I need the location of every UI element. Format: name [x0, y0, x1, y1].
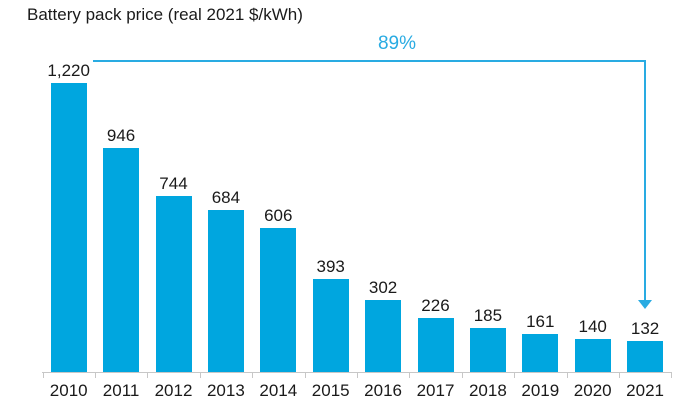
- x-axis-tick: [514, 372, 516, 378]
- x-tick-label-2012: 2012: [154, 381, 193, 400]
- value-label-2012: 744: [159, 174, 188, 193]
- x-tick-label-2016: 2016: [364, 381, 402, 400]
- x-axis-tick: [618, 372, 620, 378]
- x-axis-tick: [461, 372, 463, 378]
- value-label-2015: 393: [316, 257, 345, 276]
- x-axis-line: [42, 372, 671, 373]
- x-axis-tick: [199, 372, 201, 378]
- bar-2017: [417, 318, 454, 372]
- x-axis-tick: [304, 372, 306, 378]
- x-axis-tick: [94, 372, 96, 378]
- bar-2011: [103, 148, 140, 372]
- value-label-2011: 946: [106, 126, 136, 145]
- annotation-line-vertical: [644, 60, 646, 301]
- bar-2015: [312, 279, 349, 372]
- x-tick-label-2020: 2020: [573, 381, 612, 400]
- bar-2018: [469, 328, 506, 372]
- x-tick-label-2013: 2013: [206, 381, 245, 400]
- x-tick-label-2018: 2018: [468, 381, 507, 400]
- x-axis-tick: [252, 372, 254, 378]
- value-label-2014: 606: [264, 206, 293, 225]
- bar-2013: [207, 210, 244, 372]
- x-tick-label-2019: 2019: [521, 381, 560, 400]
- x-axis-tick: [356, 372, 358, 378]
- bar-2012: [155, 196, 192, 372]
- x-tick-label-2017: 2017: [416, 381, 455, 400]
- value-label-2013: 684: [211, 188, 241, 207]
- bar-2010: [50, 83, 87, 372]
- bar-2021: [627, 341, 664, 372]
- x-axis-tick: [42, 372, 44, 378]
- arrow-down-icon: [638, 300, 652, 309]
- bar-2020: [574, 339, 611, 372]
- x-axis-tick: [671, 372, 673, 378]
- value-label-2018: 185: [473, 306, 503, 325]
- annotation-line-horizontal: [93, 60, 646, 62]
- value-label-2020: 140: [578, 317, 607, 336]
- value-label-2019: 161: [526, 312, 555, 331]
- value-label-2021: 132: [630, 319, 660, 338]
- decline-percent-label: 89%: [377, 33, 417, 54]
- value-label-2017: 226: [421, 296, 450, 315]
- x-tick-label-2021: 2021: [626, 381, 664, 400]
- x-tick-label-2015: 2015: [311, 381, 350, 400]
- x-axis-tick: [409, 372, 411, 378]
- x-tick-label-2014: 2014: [259, 381, 298, 400]
- bar-2019: [522, 334, 559, 372]
- chart-title: Battery pack price (real 2021 $/kWh): [27, 5, 303, 24]
- bar-2016: [365, 300, 402, 372]
- value-label-2010: 1,220: [47, 61, 90, 80]
- bar-2014: [260, 228, 297, 372]
- x-axis-tick: [566, 372, 568, 378]
- x-tick-label-2011: 2011: [102, 381, 140, 400]
- x-tick-label-2010: 2010: [49, 381, 88, 400]
- value-label-2016: 302: [368, 278, 398, 297]
- x-axis-tick: [147, 372, 149, 378]
